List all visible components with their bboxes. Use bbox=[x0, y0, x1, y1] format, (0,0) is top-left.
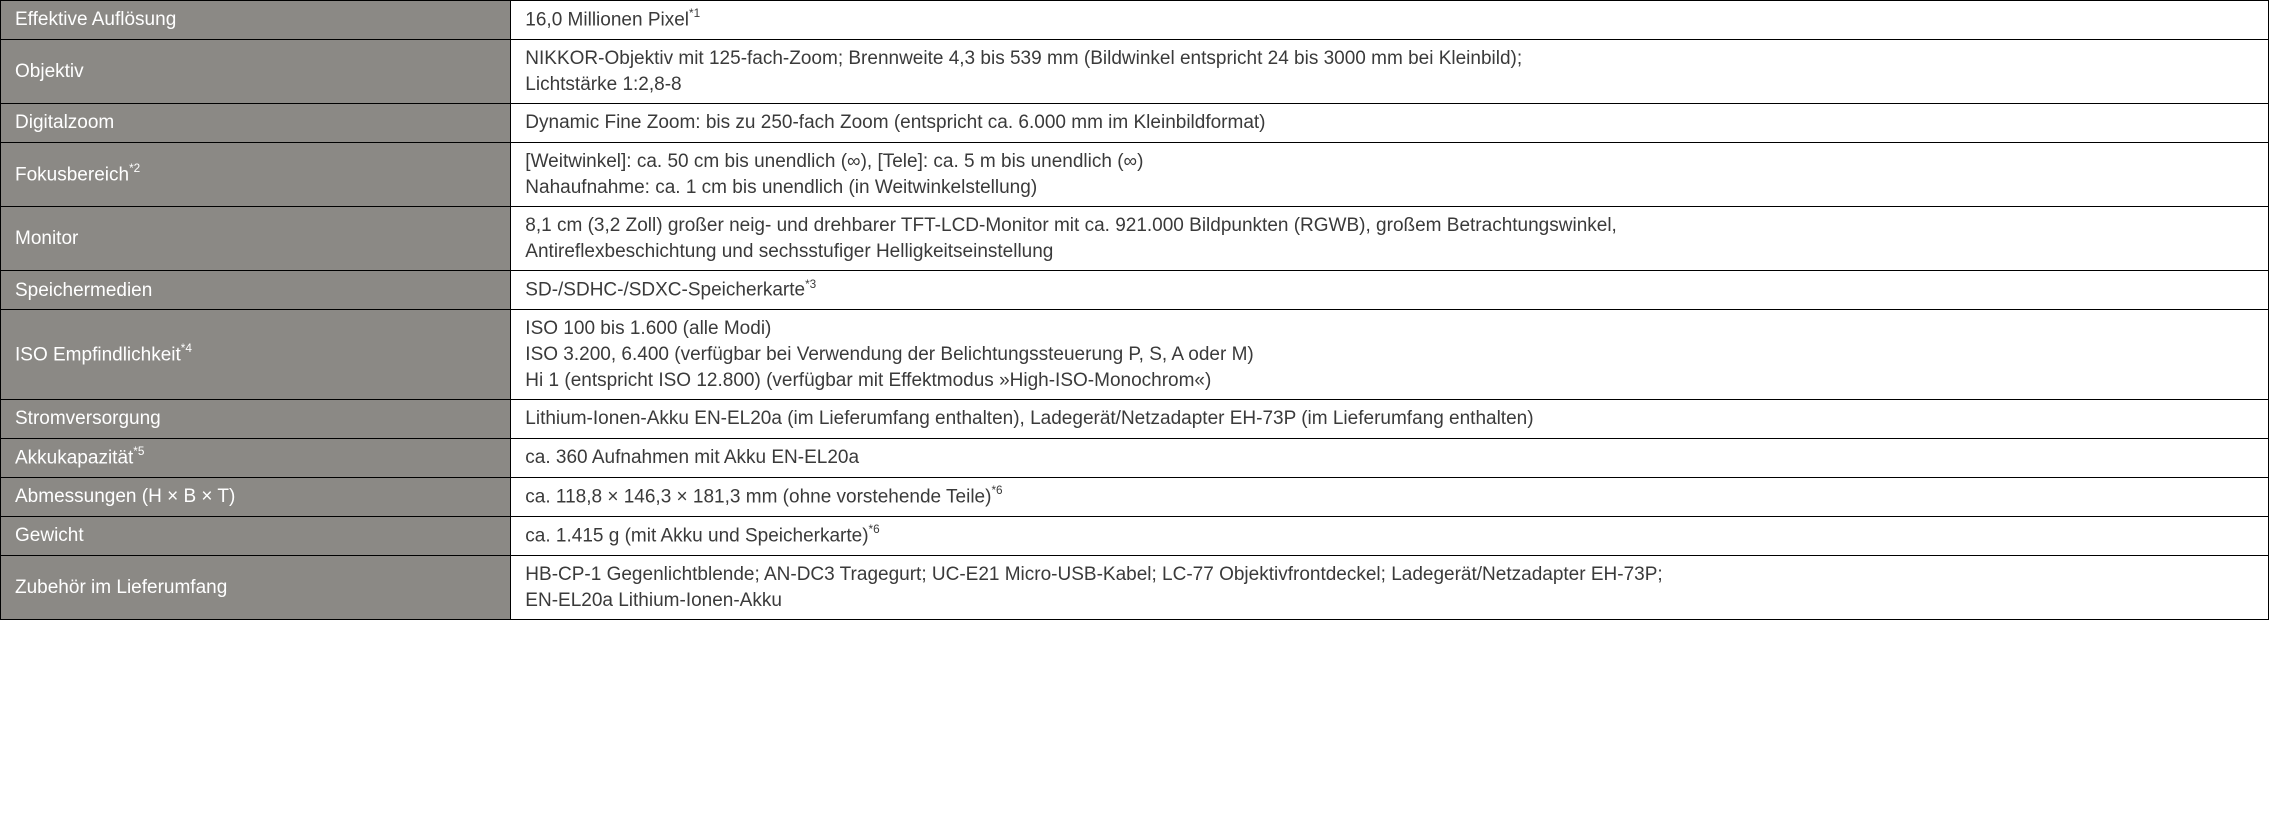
spec-label-text: Fokusbereich bbox=[15, 164, 129, 185]
spec-value-text: HB-CP-1 Gegenlichtblende; AN-DC3 Tragegu… bbox=[525, 564, 1662, 585]
spec-label-cell: Objektiv bbox=[1, 39, 511, 103]
spec-label-text: Stromversorgung bbox=[15, 408, 161, 429]
spec-value-cell: Lithium-Ionen-Akku EN-EL20a (im Lieferum… bbox=[511, 400, 2269, 439]
spec-value-text: Lichtstärke 1:2,8-8 bbox=[525, 74, 681, 95]
spec-label-text: Speichermedien bbox=[15, 280, 152, 301]
spec-value-line: [Weitwinkel]: ca. 50 cm bis unendlich (∞… bbox=[525, 149, 2256, 175]
spec-label-cell: Fokusbereich*2 bbox=[1, 142, 511, 206]
spec-value-cell: ca. 1.415 g (mit Akku und Speicherkarte)… bbox=[511, 516, 2269, 555]
spec-value-text: ISO 3.200, 6.400 (verfügbar bei Verwendu… bbox=[525, 344, 1253, 365]
spec-value-text: SD-/SDHC-/SDXC-Speicherkarte bbox=[525, 280, 805, 301]
table-row: Effektive Auflösung 16,0 Millionen Pixel*… bbox=[1, 1, 2269, 40]
spec-value-line: SD-/SDHC-/SDXC-Speicherkarte*3 bbox=[525, 277, 2256, 303]
spec-value-text: 16,0 Millionen Pixel bbox=[525, 9, 689, 30]
table-row: Abmessungen (H × B × T) ca. 118,8 × 146,3… bbox=[1, 477, 2269, 516]
spec-value-line: ISO 3.200, 6.400 (verfügbar bei Verwendu… bbox=[525, 342, 2256, 368]
spec-label-text: ISO Empfindlichkeit bbox=[15, 344, 181, 365]
spec-value-line: 8,1 cm (3,2 Zoll) großer neig- und drehb… bbox=[525, 213, 2256, 239]
spec-value-cell: 8,1 cm (3,2 Zoll) großer neig- und drehb… bbox=[511, 207, 2269, 271]
table-row: Fokusbereich*2 [Weitwinkel]: ca. 50 cm bi… bbox=[1, 142, 2269, 206]
spec-value-sup: *6 bbox=[991, 484, 1002, 497]
spec-value-cell: SD-/SDHC-/SDXC-Speicherkarte*3 bbox=[511, 271, 2269, 310]
spec-label-cell: Zubehör im Lieferumfang bbox=[1, 555, 511, 619]
spec-value-text: ISO 100 bis 1.600 (alle Modi) bbox=[525, 318, 771, 339]
spec-value-line: EN-EL20a Lithium-Ionen-Akku bbox=[525, 588, 2256, 614]
spec-value-sup: *6 bbox=[869, 523, 880, 536]
table-row: Digitalzoom Dynamic Fine Zoom: bis zu 250… bbox=[1, 104, 2269, 143]
table-row: Akkukapazität*5 ca. 360 Aufnahmen mit Akk… bbox=[1, 438, 2269, 477]
spec-label-text: Abmessungen (H × B × T) bbox=[15, 486, 235, 507]
spec-label-cell: ISO Empfindlichkeit*4 bbox=[1, 310, 511, 400]
spec-value-cell: HB-CP-1 Gegenlichtblende; AN-DC3 Tragegu… bbox=[511, 555, 2269, 619]
spec-value-line: ca. 118,8 × 146,3 × 181,3 mm (ohne vorst… bbox=[525, 484, 2256, 510]
spec-value-line: ca. 360 Aufnahmen mit Akku EN-EL20a bbox=[525, 445, 2256, 471]
spec-label-cell: Speichermedien bbox=[1, 271, 511, 310]
spec-table: Effektive Auflösung16,0 Millionen Pixel*… bbox=[0, 0, 2269, 620]
spec-value-sup: *3 bbox=[805, 278, 816, 291]
spec-label-cell: Digitalzoom bbox=[1, 104, 511, 143]
spec-label-sup: *4 bbox=[181, 342, 192, 355]
spec-value-cell: Dynamic Fine Zoom: bis zu 250-fach Zoom … bbox=[511, 104, 2269, 143]
spec-value-text: Dynamic Fine Zoom: bis zu 250-fach Zoom … bbox=[525, 112, 1265, 133]
spec-value-line: NIKKOR-Objektiv mit 125-fach-Zoom; Brenn… bbox=[525, 46, 2256, 72]
table-row: Monitor 8,1 cm (3,2 Zoll) großer neig- un… bbox=[1, 207, 2269, 271]
spec-label-text: Zubehör im Lieferumfang bbox=[15, 577, 227, 598]
spec-value-text: Lithium-Ionen-Akku EN-EL20a (im Lieferum… bbox=[525, 408, 1533, 429]
spec-value-sup: *1 bbox=[689, 7, 700, 20]
spec-value-text: EN-EL20a Lithium-Ionen-Akku bbox=[525, 590, 782, 611]
spec-value-text: ca. 118,8 × 146,3 × 181,3 mm (ohne vorst… bbox=[525, 486, 991, 507]
spec-label-sup: *2 bbox=[129, 162, 140, 175]
spec-value-line: ca. 1.415 g (mit Akku und Speicherkarte)… bbox=[525, 523, 2256, 549]
table-row: Stromversorgung Lithium-Ionen-Akku EN-EL2… bbox=[1, 400, 2269, 439]
spec-value-line: Antireflexbeschichtung und sechsstufiger… bbox=[525, 239, 2256, 265]
table-row: Gewicht ca. 1.415 g (mit Akku und Speiche… bbox=[1, 516, 2269, 555]
spec-table-body: Effektive Auflösung16,0 Millionen Pixel*… bbox=[1, 1, 2269, 620]
spec-value-line: Lichtstärke 1:2,8-8 bbox=[525, 72, 2256, 98]
spec-label-cell: Effektive Auflösung bbox=[1, 1, 511, 40]
spec-value-line: Nahaufnahme: ca. 1 cm bis unendlich (in … bbox=[525, 175, 2256, 201]
spec-value-line: Dynamic Fine Zoom: bis zu 250-fach Zoom … bbox=[525, 110, 2256, 136]
spec-value-line: Lithium-Ionen-Akku EN-EL20a (im Lieferum… bbox=[525, 406, 2256, 432]
table-row: Zubehör im Lieferumfang HB-CP-1 Gegenlich… bbox=[1, 555, 2269, 619]
spec-value-cell: ca. 360 Aufnahmen mit Akku EN-EL20a bbox=[511, 438, 2269, 477]
spec-label-text: Monitor bbox=[15, 228, 78, 249]
spec-label-text: Effektive Auflösung bbox=[15, 9, 176, 30]
spec-label-text: Akkukapazität bbox=[15, 447, 133, 468]
spec-value-cell: [Weitwinkel]: ca. 50 cm bis unendlich (∞… bbox=[511, 142, 2269, 206]
spec-value-cell: ca. 118,8 × 146,3 × 181,3 mm (ohne vorst… bbox=[511, 477, 2269, 516]
spec-value-text: Antireflexbeschichtung und sechsstufiger… bbox=[525, 241, 1053, 262]
spec-label-text: Objektiv bbox=[15, 61, 84, 82]
spec-value-cell: ISO 100 bis 1.600 (alle Modi) ISO 3.200, … bbox=[511, 310, 2269, 400]
spec-label-text: Gewicht bbox=[15, 525, 84, 546]
spec-value-text: 8,1 cm (3,2 Zoll) großer neig- und drehb… bbox=[525, 215, 1617, 236]
spec-label-cell: Gewicht bbox=[1, 516, 511, 555]
spec-label-cell: Akkukapazität*5 bbox=[1, 438, 511, 477]
spec-value-text: Nahaufnahme: ca. 1 cm bis unendlich (in … bbox=[525, 177, 1037, 198]
spec-value-text: [Weitwinkel]: ca. 50 cm bis unendlich (∞… bbox=[525, 151, 1143, 172]
spec-label-sup: *5 bbox=[133, 445, 144, 458]
spec-value-text: ca. 360 Aufnahmen mit Akku EN-EL20a bbox=[525, 447, 859, 468]
spec-value-text: Hi 1 (entspricht ISO 12.800) (verfügbar … bbox=[525, 370, 1211, 391]
spec-label-cell: Monitor bbox=[1, 207, 511, 271]
spec-label-cell: Stromversorgung bbox=[1, 400, 511, 439]
spec-value-text: ca. 1.415 g (mit Akku und Speicherkarte) bbox=[525, 525, 868, 546]
spec-value-line: HB-CP-1 Gegenlichtblende; AN-DC3 Tragegu… bbox=[525, 562, 2256, 588]
spec-value-line: Hi 1 (entspricht ISO 12.800) (verfügbar … bbox=[525, 368, 2256, 394]
spec-value-line: 16,0 Millionen Pixel*1 bbox=[525, 7, 2256, 33]
spec-value-line: ISO 100 bis 1.600 (alle Modi) bbox=[525, 316, 2256, 342]
table-row: Speichermedien SD-/SDHC-/SDXC-Speicherkar… bbox=[1, 271, 2269, 310]
spec-value-text: NIKKOR-Objektiv mit 125-fach-Zoom; Brenn… bbox=[525, 48, 1522, 69]
spec-label-cell: Abmessungen (H × B × T) bbox=[1, 477, 511, 516]
table-row: ISO Empfindlichkeit*4ISO 100 bis 1.600 (… bbox=[1, 310, 2269, 400]
table-row: Objektiv NIKKOR-Objektiv mit 125-fach-Zoo… bbox=[1, 39, 2269, 103]
spec-label-text: Digitalzoom bbox=[15, 112, 114, 133]
spec-value-cell: NIKKOR-Objektiv mit 125-fach-Zoom; Brenn… bbox=[511, 39, 2269, 103]
spec-value-cell: 16,0 Millionen Pixel*1 bbox=[511, 1, 2269, 40]
